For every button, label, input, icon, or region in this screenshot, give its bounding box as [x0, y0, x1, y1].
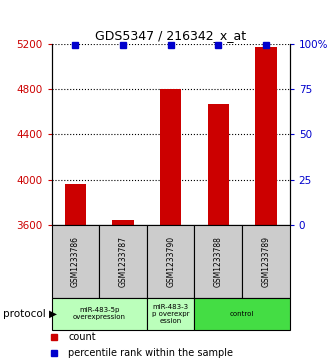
Text: protocol ▶: protocol ▶ — [3, 309, 57, 319]
Text: miR-483-3
p overexpr
ession: miR-483-3 p overexpr ession — [152, 304, 189, 324]
Title: GDS5347 / 216342_x_at: GDS5347 / 216342_x_at — [95, 29, 246, 42]
Bar — [52, 298, 147, 330]
Bar — [147, 225, 194, 298]
Text: GSM1233788: GSM1233788 — [214, 236, 223, 287]
Bar — [65, 184, 86, 225]
Bar — [147, 298, 194, 330]
Text: miR-483-5p
overexpression: miR-483-5p overexpression — [73, 307, 126, 321]
Bar — [255, 47, 277, 225]
Bar — [242, 225, 290, 298]
Text: GSM1233789: GSM1233789 — [261, 236, 270, 287]
Text: GSM1233787: GSM1233787 — [119, 236, 128, 287]
Text: GSM1233786: GSM1233786 — [71, 236, 80, 287]
Bar — [52, 225, 99, 298]
Text: GSM1233790: GSM1233790 — [166, 236, 175, 287]
Text: count: count — [68, 332, 96, 342]
Bar — [99, 225, 147, 298]
Text: percentile rank within the sample: percentile rank within the sample — [68, 348, 233, 358]
Bar — [194, 225, 242, 298]
Bar — [207, 104, 229, 225]
Bar — [112, 220, 134, 225]
Bar — [194, 298, 290, 330]
Bar — [160, 89, 181, 225]
Text: control: control — [230, 311, 254, 317]
